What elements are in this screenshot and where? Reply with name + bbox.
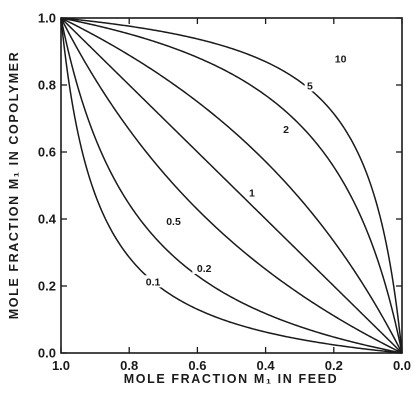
curve-r-2 [60,17,403,354]
y-tick-label: 0.2 [38,279,56,294]
y-tick-labels: 0.0 0.2 0.4 0.6 0.8 1.0 [38,11,57,361]
y-tick-label: 0.6 [38,145,56,160]
curve-r-0.5 [60,17,403,354]
curve-label: 10 [335,54,347,66]
y-tick-label: 0.8 [38,78,56,93]
x-tick-label: 0.6 [188,358,206,373]
y-tick-label: 0.4 [38,212,57,227]
curve-label-bg [332,52,350,65]
x-axis-label: MOLE FRACTION M₁ IN FEED [124,372,338,386]
curve-label: 0.2 [197,263,212,275]
y-axis-label: MOLE FRACTION M₁ IN COPOLYMER [7,51,21,319]
curve-label-bg [304,79,316,92]
curves [60,17,403,354]
curve-r-1 [60,17,403,354]
curve-label-bg [192,261,217,274]
curve-r-0.2 [60,17,403,354]
curve-label: 0.1 [146,276,161,288]
plot-frame [60,17,403,354]
curve-label: 5 [307,80,313,92]
curve-r-5 [60,17,403,354]
curve-r-0.1 [60,17,403,354]
curve-label: 0.5 [166,216,181,228]
y-tick-label: 0.0 [38,346,56,361]
curve-r-10 [60,17,403,354]
curve-label-bg [280,122,292,135]
x-tick-label: 0.2 [325,358,343,373]
curve-label: 1 [249,188,255,200]
x-tick-labels: 1.0 0.8 0.6 0.4 0.2 0.0 [52,358,411,373]
curve-label-bg [246,186,258,199]
curve-label: 2 [283,124,289,136]
axis-ticks [60,17,403,354]
curve-label-bg [161,215,186,228]
y-tick-label: 1.0 [38,11,56,26]
x-tick-label: 1.0 [52,358,70,373]
curve-label-bg [141,275,165,288]
x-tick-label: 0.4 [257,358,276,373]
curve-labels: 0.1 0.2 0.5 1 2 5 10 [141,52,350,288]
x-tick-label: 0.8 [120,358,138,373]
x-tick-label: 0.0 [393,358,411,373]
